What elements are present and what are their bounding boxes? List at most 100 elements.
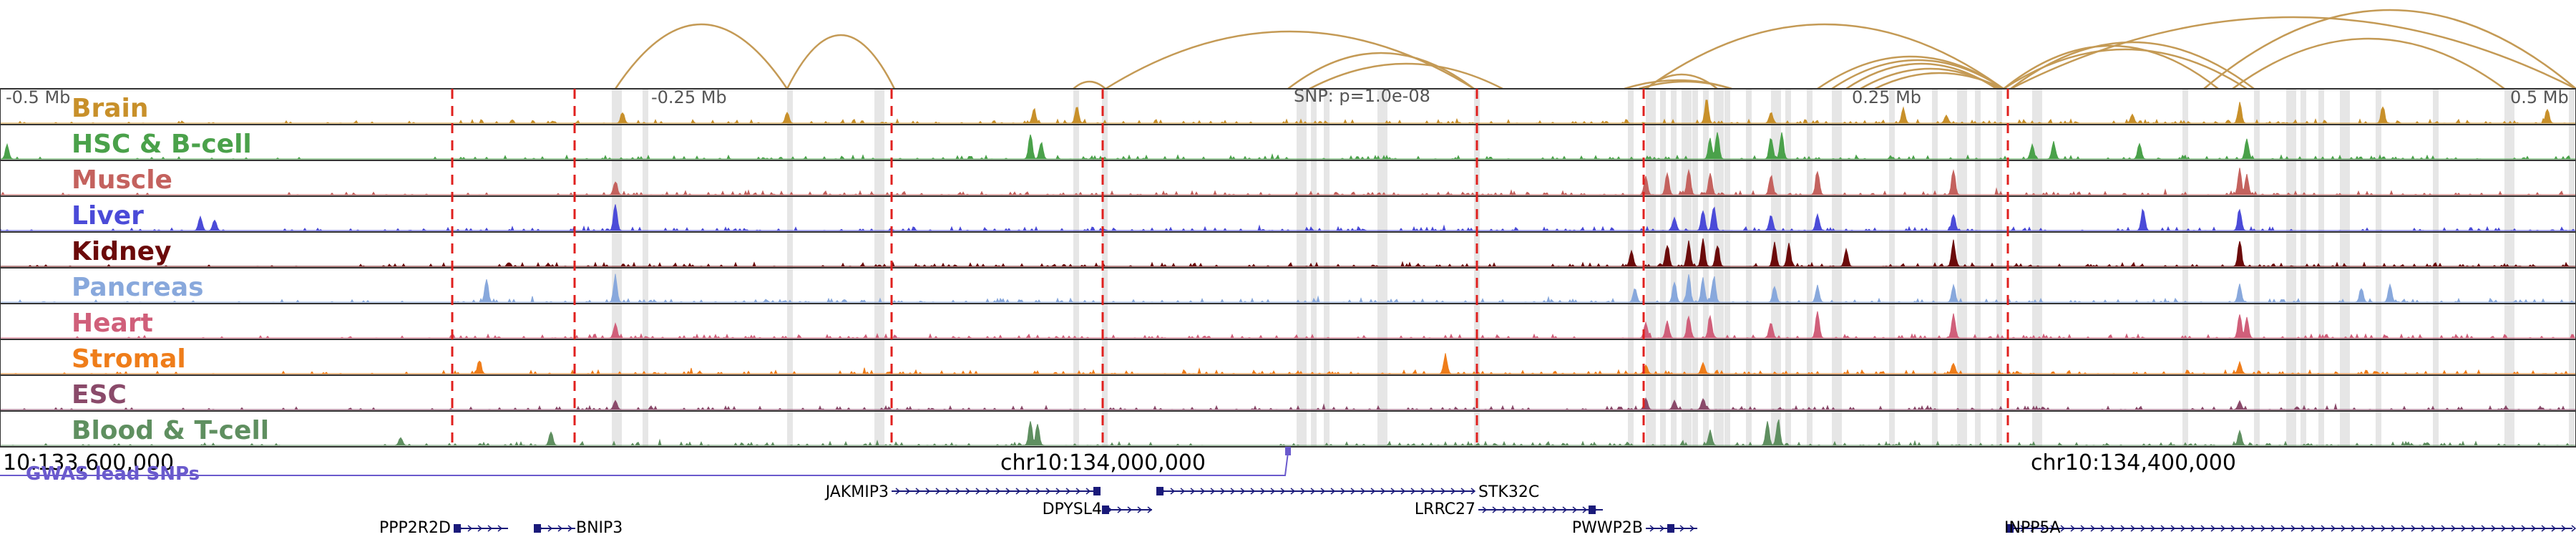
gwas-track-label: GWAS lead SNPs xyxy=(26,463,200,485)
gene-strand-arrow xyxy=(1220,488,1226,495)
gene-strand-arrow xyxy=(2230,525,2236,532)
gene-strand-arrow xyxy=(1330,488,1336,495)
gene-strand-arrow xyxy=(1210,488,1216,495)
gene-strand-arrow xyxy=(1482,506,1488,513)
gene-strand-arrow xyxy=(497,525,503,532)
gene-strand-arrow xyxy=(925,488,931,495)
track-label: Liver xyxy=(72,201,144,231)
gene-strand-arrow xyxy=(2571,525,2576,532)
loop-arc xyxy=(1645,23,2004,90)
gene-strand-arrow xyxy=(2170,525,2176,532)
track-label: Heart xyxy=(72,309,153,338)
gene-exon xyxy=(454,524,461,533)
loop-arc xyxy=(2232,37,2505,90)
track-frame xyxy=(0,374,2576,412)
loop-arc xyxy=(2203,9,2576,90)
gene-strand-arrow xyxy=(2200,525,2206,532)
gene-strand-arrow xyxy=(1572,506,1578,513)
gene-strand-arrow xyxy=(1410,488,1416,495)
gene-strand-arrow xyxy=(2280,525,2286,532)
gene-strand-arrow xyxy=(2371,525,2376,532)
gene-strand-arrow xyxy=(1679,525,1685,532)
chromatin-loop-arcs xyxy=(614,9,2576,90)
gene-strand-arrow xyxy=(995,488,1001,495)
gene-strand-arrow xyxy=(2090,525,2096,532)
track-frame xyxy=(0,410,2576,448)
loop-arc xyxy=(1831,59,2004,90)
gene-strand-arrow xyxy=(1085,488,1091,495)
gene-strand-arrow xyxy=(2511,525,2517,532)
gene-strand-arrow xyxy=(1035,488,1041,495)
gene-strand-arrow xyxy=(1310,488,1316,495)
track-label: Kidney xyxy=(72,237,172,266)
gene-strand-arrow xyxy=(1065,488,1071,495)
gene-label: INPP5A xyxy=(2004,519,2061,537)
gene-strand-arrow xyxy=(1240,488,1246,495)
gene-strand-arrow xyxy=(965,488,971,495)
track-signal xyxy=(0,274,2576,304)
gene-strand-arrow xyxy=(1552,506,1558,513)
gene-strand-arrow xyxy=(2140,525,2146,532)
gene-strand-arrow xyxy=(2551,525,2557,532)
gene-track: JAKMIP3 STK32C DPYSL4 LRRC27 PPP2R2D BNIP3 PWW… xyxy=(379,483,2576,537)
loop-arc xyxy=(2003,44,2219,90)
gene-strand-arrow xyxy=(945,488,951,495)
gene-strand-arrow xyxy=(1532,506,1538,513)
gene-label: PWWP2B xyxy=(1572,519,1643,537)
gene-strand-arrow xyxy=(1055,488,1061,495)
coord-left: 10:133,600,000 xyxy=(3,450,174,475)
gene-strand-arrow xyxy=(2541,525,2547,532)
gene-strand-arrow xyxy=(487,525,493,532)
gene-strand-arrow xyxy=(1320,488,1326,495)
gene-strand-arrow xyxy=(2120,525,2126,532)
gene-exon xyxy=(1102,505,1109,514)
loop-arc xyxy=(614,23,789,90)
gene-exon xyxy=(1667,524,1674,533)
snp-marker-lines xyxy=(451,89,2009,447)
gene-strand-arrow xyxy=(2441,525,2446,532)
gene-strand-arrow xyxy=(1045,488,1051,495)
gene-strand-arrow xyxy=(2240,525,2246,532)
gene-strand-arrow xyxy=(985,488,991,495)
track-frame xyxy=(0,195,2576,233)
gene-strand-arrow xyxy=(2471,525,2477,532)
gene-strand-arrow xyxy=(1190,488,1196,495)
gene-strand-arrow xyxy=(1127,506,1133,513)
gene-strand-arrow xyxy=(2180,525,2186,532)
gene-label: JAKMIP3 xyxy=(824,483,889,501)
gene-strand-arrow xyxy=(1250,488,1256,495)
scale-label-left: -0.5 Mb xyxy=(6,87,70,107)
gene-strand-arrow xyxy=(2130,525,2136,532)
gene-strand-arrow xyxy=(2210,525,2216,532)
coord-mid: chr10:134,000,000 xyxy=(1000,450,1206,475)
gene-strand-arrow xyxy=(2050,525,2056,532)
gene-strand-arrow xyxy=(2190,525,2196,532)
gene-strand-arrow xyxy=(1440,488,1446,495)
gene-label: DPYSL4 xyxy=(1043,500,1102,518)
loop-arc xyxy=(1105,30,1475,90)
loop-arc xyxy=(2010,41,2255,90)
track-signal xyxy=(0,353,2576,375)
gene-strand-arrow xyxy=(1005,488,1011,495)
gene-label: LRRC27 xyxy=(1415,500,1475,518)
gene-strand-arrow xyxy=(2531,525,2537,532)
gene-strand-arrow xyxy=(2311,525,2316,532)
gene-strand-arrow xyxy=(2391,525,2396,532)
gene-strand-arrow xyxy=(895,488,901,495)
scale-label-right-mid: 0.25 Mb xyxy=(1852,87,1921,107)
track-label: Muscle xyxy=(72,165,172,195)
gene-strand-arrow xyxy=(1522,506,1528,513)
gene-strand-arrow xyxy=(2461,525,2467,532)
gene-strand-arrow xyxy=(1075,488,1081,495)
gene-strand-arrow xyxy=(2160,525,2166,532)
track-frame xyxy=(0,231,2576,268)
gene-strand-arrow xyxy=(567,525,573,532)
track-signal xyxy=(0,132,2576,160)
gene-strand-arrow xyxy=(2060,525,2066,532)
gene-strand-arrow xyxy=(2150,525,2156,532)
gene-strand-arrow xyxy=(2421,525,2426,532)
gene-strand-arrow xyxy=(1689,525,1695,532)
gene-strand-arrow xyxy=(1350,488,1356,495)
gene-strand-arrow xyxy=(2020,525,2026,532)
